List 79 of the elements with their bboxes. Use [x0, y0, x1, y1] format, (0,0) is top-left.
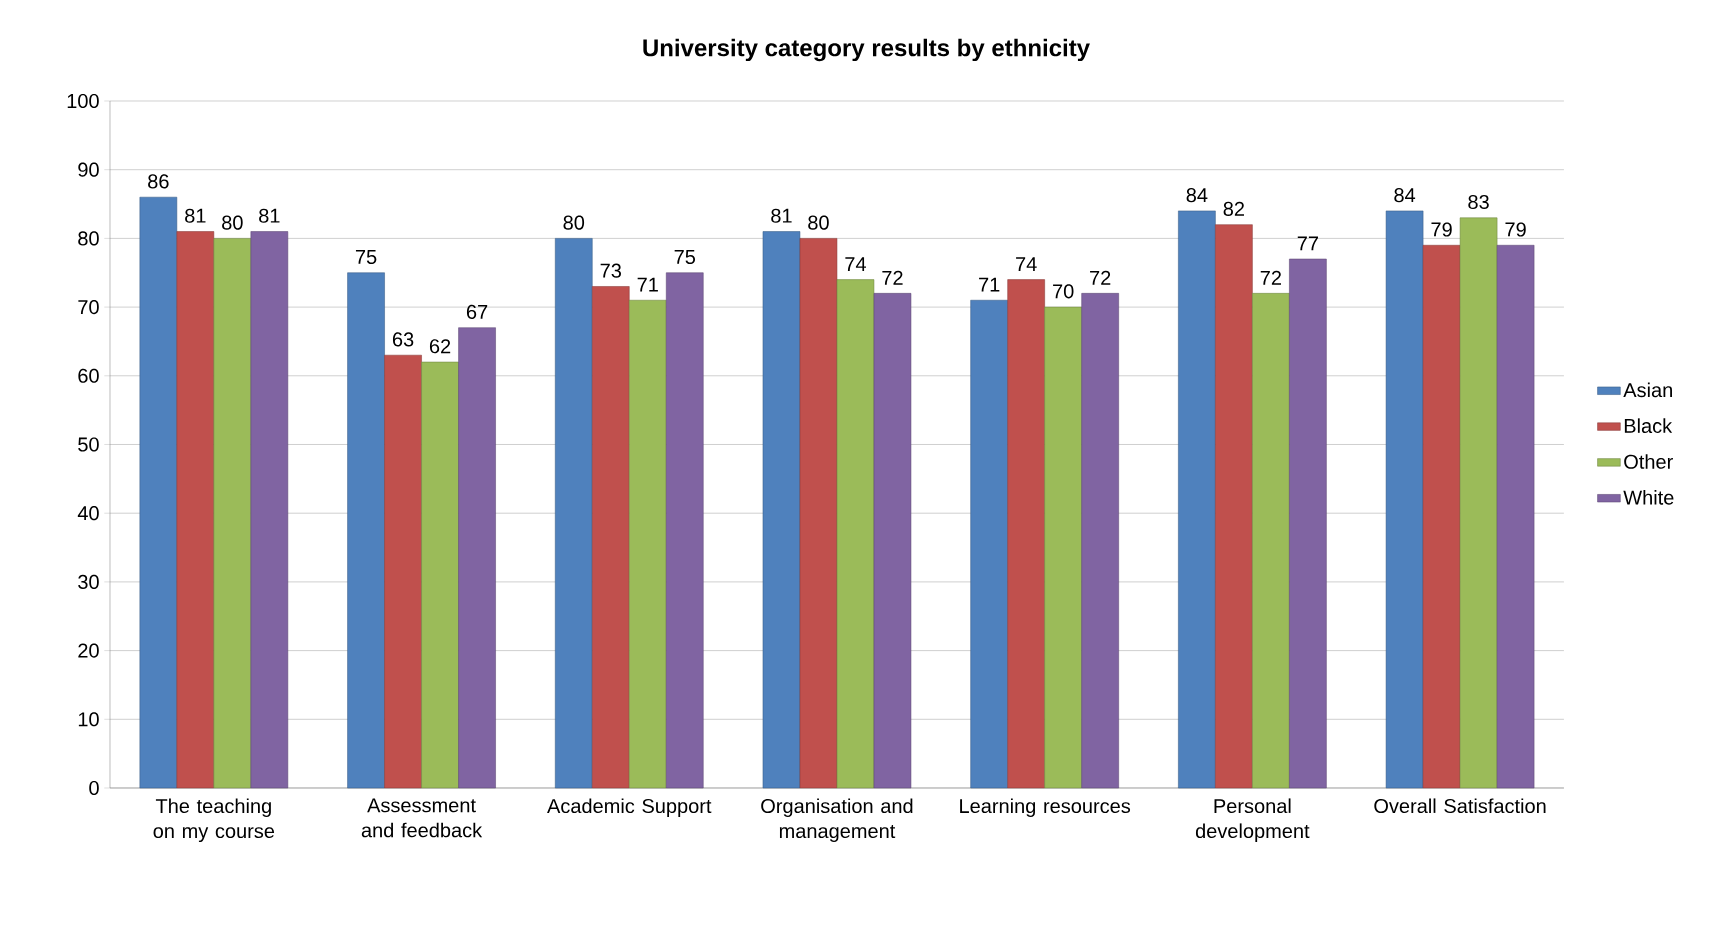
- chart-title: University category results by ethnicity: [643, 38, 1090, 62]
- bar: [1215, 224, 1253, 789]
- y-tick-label: 30: [78, 574, 99, 589]
- data-label: 83: [1468, 194, 1489, 210]
- data-label: 72: [1260, 270, 1281, 285]
- data-label: 72: [882, 270, 903, 285]
- x-tick-label: Assessment and feedback: [361, 798, 483, 838]
- bar: [1178, 210, 1216, 789]
- bar: [1007, 279, 1045, 789]
- bar: [1252, 293, 1290, 789]
- bar: [139, 196, 178, 789]
- x-tick-label: The teaching on my course: [153, 798, 275, 843]
- bar: [1044, 306, 1082, 789]
- data-label: 80: [808, 215, 829, 230]
- y-tick-label: 0: [89, 780, 99, 796]
- legend-label: Asian: [1623, 382, 1672, 398]
- bar: [1422, 244, 1461, 789]
- data-label: 62: [429, 339, 451, 354]
- y-tick-label: 40: [77, 506, 99, 521]
- bar: [384, 354, 422, 789]
- data-label: 73: [600, 263, 622, 278]
- data-label: 81: [185, 208, 206, 223]
- bar: [591, 286, 630, 789]
- data-label: 70: [1053, 284, 1074, 299]
- bar: [554, 238, 593, 789]
- bar: [836, 279, 875, 789]
- bar: [628, 299, 667, 789]
- data-label: 75: [355, 250, 377, 265]
- bar: [970, 299, 1008, 789]
- data-label: 74: [845, 257, 866, 271]
- y-tick-label: 70: [78, 300, 99, 315]
- data-label: 72: [1090, 270, 1111, 285]
- data-label: 82: [1223, 201, 1244, 216]
- data-label: 80: [222, 215, 243, 230]
- x-tick-label: Learning resources: [960, 798, 1131, 818]
- data-label: 75: [674, 250, 696, 265]
- legend-label: White: [1623, 489, 1674, 505]
- data-label: 84: [1186, 188, 1208, 203]
- data-label: 74: [1016, 257, 1037, 271]
- data-label: 67: [466, 304, 488, 319]
- data-label: 79: [1505, 222, 1526, 237]
- y-tick-label: 20: [78, 643, 99, 658]
- data-label: 79: [1431, 222, 1452, 237]
- data-label: 80: [563, 215, 585, 230]
- bar: [762, 231, 801, 789]
- x-tick-label: Academic Support: [547, 798, 712, 818]
- x-tick-label: Organisation and management: [761, 798, 913, 843]
- y-tick-label: 90: [78, 162, 99, 177]
- y-tick-label: 60: [78, 368, 99, 383]
- bar: [1081, 293, 1119, 789]
- bar: [1496, 244, 1535, 789]
- bar: [176, 231, 215, 789]
- data-label: 81: [771, 208, 792, 223]
- bar: [1459, 217, 1498, 789]
- data-label: 84: [1394, 188, 1416, 203]
- data-label: 71: [637, 277, 658, 292]
- bar: [873, 293, 912, 789]
- bar: [250, 231, 289, 789]
- bar: [799, 238, 838, 789]
- bar: [1385, 210, 1424, 789]
- x-tick-label: Personal development: [1195, 798, 1310, 843]
- bar: [213, 238, 252, 789]
- data-label: 71: [979, 277, 1000, 292]
- bar: [1289, 258, 1327, 789]
- y-tick-label: 10: [78, 712, 99, 727]
- y-tick-label: 80: [78, 231, 99, 246]
- y-tick-label: 50: [78, 437, 99, 452]
- legend-label: Other: [1624, 454, 1673, 469]
- bar: [347, 272, 385, 789]
- bar: [421, 361, 459, 789]
- data-label: 63: [392, 332, 414, 347]
- bar: [665, 272, 704, 789]
- bar: [458, 327, 496, 789]
- x-tick-label: Overall Satisfaction: [1374, 798, 1546, 814]
- data-label: 86: [148, 174, 169, 189]
- data-label: 81: [259, 208, 280, 223]
- y-tick-label: 100: [67, 93, 99, 109]
- legend-label: Black: [1624, 418, 1673, 434]
- data-label: 77: [1297, 236, 1318, 251]
